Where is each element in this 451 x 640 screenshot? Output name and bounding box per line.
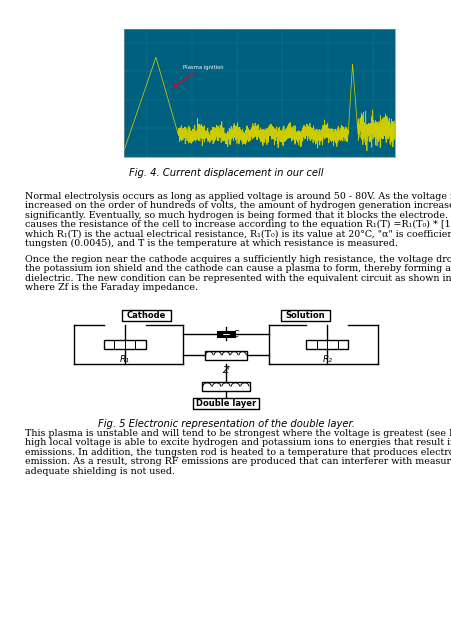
Text: emission. As a result, strong RF emissions are produced that can interferer with: emission. As a result, strong RF emissio… [25, 457, 451, 466]
Text: tungsten (0.0045), and T is the temperature at which resistance is measured.: tungsten (0.0045), and T is the temperat… [25, 239, 397, 248]
Bar [192, 398, 259, 409]
Text: where Zf is the Faraday impedance.: where Zf is the Faraday impedance. [25, 283, 198, 292]
Text: Zⁱ: Zⁱ [221, 366, 230, 375]
Text: the potassium ion shield and the cathode can cause a plasma to form, thereby for: the potassium ion shield and the cathode… [25, 264, 451, 273]
Bar [104, 340, 145, 349]
Text: which R₁(T) is the actual electrical resistance, R₁(T₀) is its value at 20°C, "α: which R₁(T) is the actual electrical res… [25, 230, 451, 239]
Text: Once the region near the cathode acquires a sufficiently high resistance, the vo: Once the region near the cathode acquire… [25, 255, 451, 264]
Bar [122, 310, 170, 321]
Text: dielectric. The new condition can be represented with the equivalent circuit as : dielectric. The new condition can be rep… [25, 274, 451, 283]
X-axis label: Time (s): Time (s) [247, 167, 272, 172]
Text: Normal electrolysis occurs as long as applied voltage is around 50 - 80V. As the: Normal electrolysis occurs as long as ap… [25, 192, 451, 201]
Text: significantly. Eventually, so much hydrogen is being formed that it blocks the e: significantly. Eventually, so much hydro… [25, 211, 451, 220]
Text: Double layer: Double layer [195, 399, 256, 408]
Bar [205, 351, 246, 360]
Text: C: C [232, 330, 238, 339]
Text: R₁: R₁ [120, 355, 129, 364]
Bar [306, 340, 347, 349]
Bar [202, 382, 249, 391]
Text: emissions. In addition, the tungsten rod is heated to a temperature that produce: emissions. In addition, the tungsten rod… [25, 448, 451, 457]
Title: TYPICAL CURRENT DISLACEMENT IN THE CELL: TYPICAL CURRENT DISLACEMENT IN THE CELL [184, 21, 335, 27]
Text: adequate shielding is not used.: adequate shielding is not used. [25, 467, 175, 476]
Text: R₂: R₂ [322, 355, 331, 364]
Text: increased on the order of hundreds of volts, the amount of hydrogen generation i: increased on the order of hundreds of vo… [25, 202, 451, 211]
Text: Solution: Solution [285, 311, 325, 320]
Text: Cathode: Cathode [126, 311, 166, 320]
Y-axis label: A: A [107, 90, 113, 95]
Bar [281, 310, 329, 321]
Text: Plasma ignition: Plasma ignition [174, 65, 223, 86]
Text: Fig. 5 Electronic representation of the double layer.: Fig. 5 Electronic representation of the … [97, 419, 354, 429]
Text: causes the resistance of the cell to increase according to the equation R₁(T) =R: causes the resistance of the cell to inc… [25, 220, 451, 229]
Text: high local voltage is able to excite hydrogen and potassium ions to energies tha: high local voltage is able to excite hyd… [25, 438, 451, 447]
Text: Fig. 4. Current displacement in our cell: Fig. 4. Current displacement in our cell [129, 168, 322, 178]
Text: This plasma is unstable and will tend to be strongest where the voltage is great: This plasma is unstable and will tend to… [25, 429, 451, 438]
